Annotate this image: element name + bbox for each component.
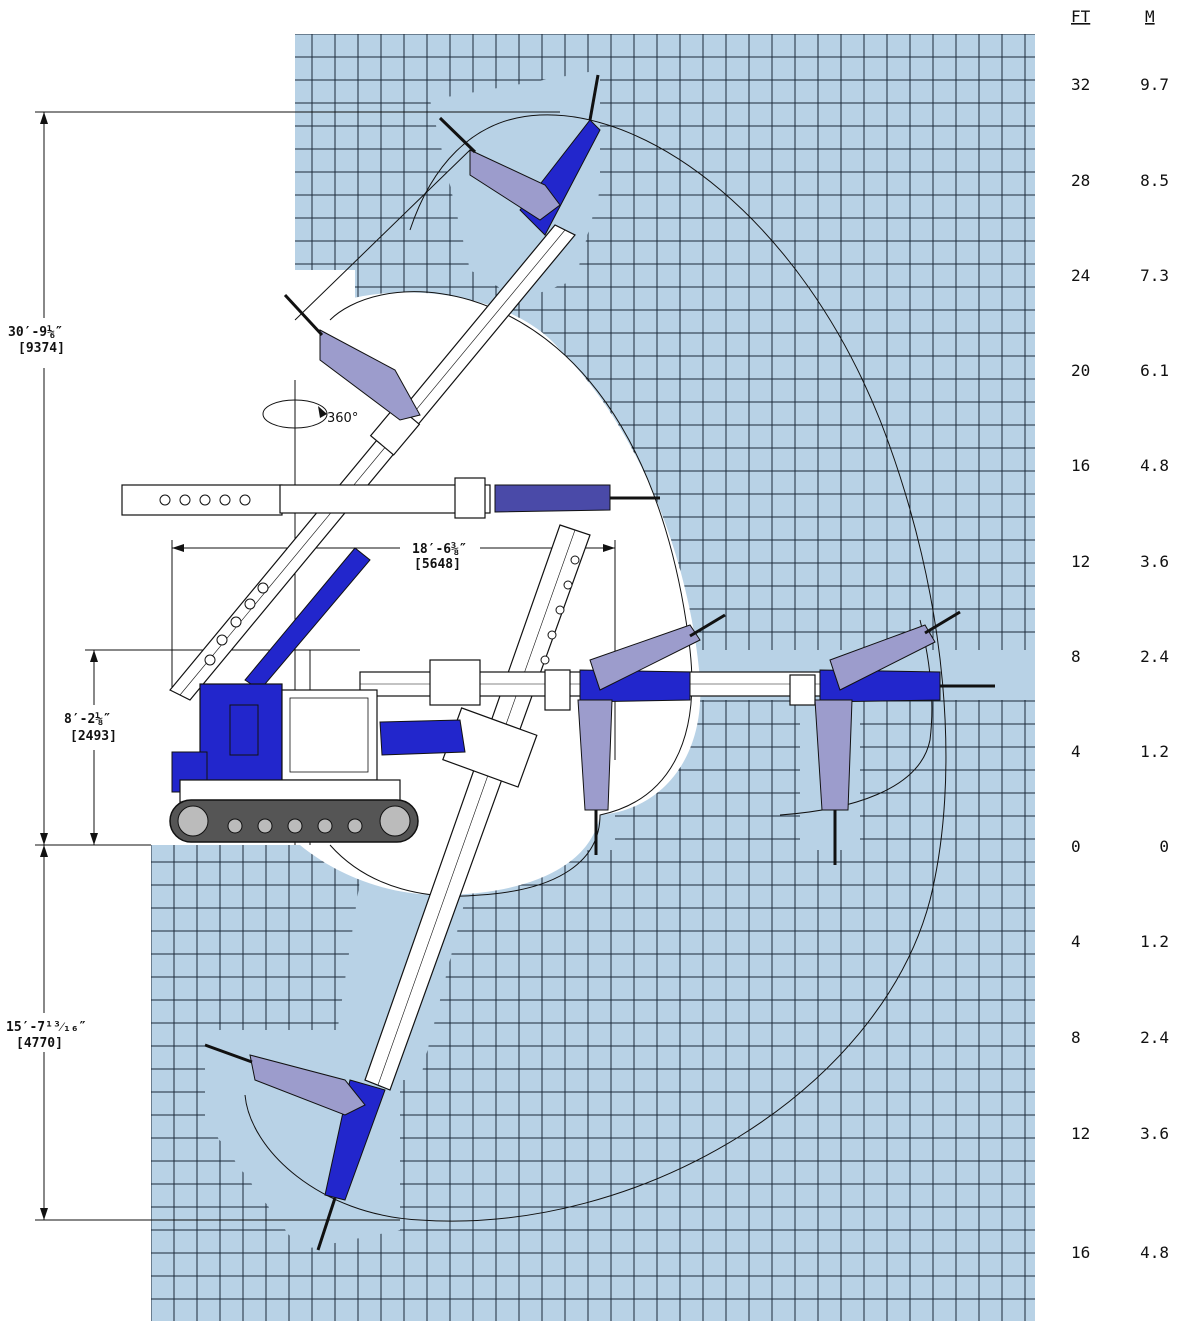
scale-ft-value: 8	[1071, 647, 1081, 666]
horizontal-arm-upper	[121, 477, 491, 519]
outer-envelope	[244, 114, 947, 1222]
scale-m-value: 9.7	[1140, 75, 1169, 94]
upper-reach-line	[294, 149, 471, 321]
reach-envelopes	[244, 114, 947, 1222]
tracks	[169, 799, 419, 843]
scale-header-ft: FT	[1071, 7, 1091, 26]
scale-m-value: 7.3	[1140, 266, 1169, 285]
rotation-indicator: 360°	[262, 399, 358, 429]
svg-text:[2493]: [2493]	[70, 729, 117, 744]
svg-text:[5648]: [5648]	[414, 557, 461, 572]
scale-m-value: 2.4	[1140, 1028, 1169, 1047]
rotation-label: 360°	[327, 411, 358, 426]
breaker-horizontal-top	[494, 484, 660, 513]
scale-ft-value: 12	[1071, 1124, 1090, 1143]
scale-m-value: 3.6	[1140, 552, 1169, 571]
scale-ft-value: 0	[1071, 837, 1081, 856]
scale-rows: 32 9.7 28 8.5 24 7.3 20 6.1 16 4.8 12 3.6 8 2.4 4 1.2 0 0…	[1071, 75, 1169, 1262]
lower-boom	[364, 524, 591, 1091]
scale-m-value: 4.8	[1140, 456, 1169, 475]
svg-text:30′-9⅙″: 30′-9⅙″	[8, 325, 63, 340]
svg-text:18′-6⅜″: 18′-6⅜″	[412, 542, 467, 557]
scale-m-value: 1.2	[1140, 742, 1169, 761]
breaker-upper-left	[283, 293, 421, 421]
scale-m-value: 2.4	[1140, 647, 1169, 666]
scale-header-m: M	[1145, 7, 1155, 26]
scale-ft-value: 16	[1071, 1243, 1090, 1262]
inner-envelope	[329, 291, 693, 897]
scale-ft-value: 8	[1071, 1028, 1081, 1047]
scale-ft-value: 4	[1071, 742, 1081, 761]
scale-m-value: 6.1	[1140, 361, 1169, 380]
scale-m-value: 4.8	[1140, 1243, 1169, 1262]
scale-ft-value: 28	[1071, 171, 1090, 190]
scale-m-value: 1.2	[1140, 932, 1169, 951]
scale-ft-value: 24	[1071, 266, 1090, 285]
rotation-arrowhead	[318, 406, 327, 418]
breaker-bottom	[204, 1043, 386, 1251]
machine-body	[171, 683, 466, 803]
scale-m-value: 0	[1159, 837, 1169, 856]
svg-text:15′-7¹³⁄₁₆″: 15′-7¹³⁄₁₆″	[6, 1020, 86, 1035]
breaker-top	[438, 74, 601, 236]
dim-label-max-height: 30′-9⅙″ [9374]	[8, 325, 65, 356]
engine-cover	[199, 683, 283, 785]
scale-m-value: 8.5	[1140, 171, 1169, 190]
scale: FT M 32 9.7 28 8.5 24 7.3 20 6.1 16 4.8 12 3.6 8 2.4 4…	[1071, 7, 1169, 1262]
dimension-arrows	[40, 112, 615, 1220]
scale-ft-value: 20	[1071, 361, 1090, 380]
dim-label-horizontal-reach: 18′-6⅜″ [5648]	[412, 542, 467, 572]
dim-label-pivot-height: 8′-2⅛″ [2493]	[64, 712, 117, 744]
cab	[281, 689, 378, 781]
dim-label-max-depth: 15′-7¹³⁄₁₆″ [4770]	[6, 1020, 86, 1051]
scale-ft-value: 12	[1071, 552, 1090, 571]
main-cylinder	[379, 719, 466, 756]
scale-ft-value: 16	[1071, 456, 1090, 475]
upper-boom	[169, 224, 576, 701]
breaker-right	[814, 610, 995, 865]
scale-ft-value: 32	[1071, 75, 1090, 94]
svg-text:8′-2⅛″: 8′-2⅛″	[64, 712, 111, 727]
scale-ft-value: 4	[1071, 932, 1081, 951]
svg-text:[4770]: [4770]	[16, 1036, 63, 1051]
breaker-mid	[577, 613, 726, 855]
svg-text:[9374]: [9374]	[18, 341, 65, 356]
scale-m-value: 3.6	[1140, 1124, 1169, 1143]
